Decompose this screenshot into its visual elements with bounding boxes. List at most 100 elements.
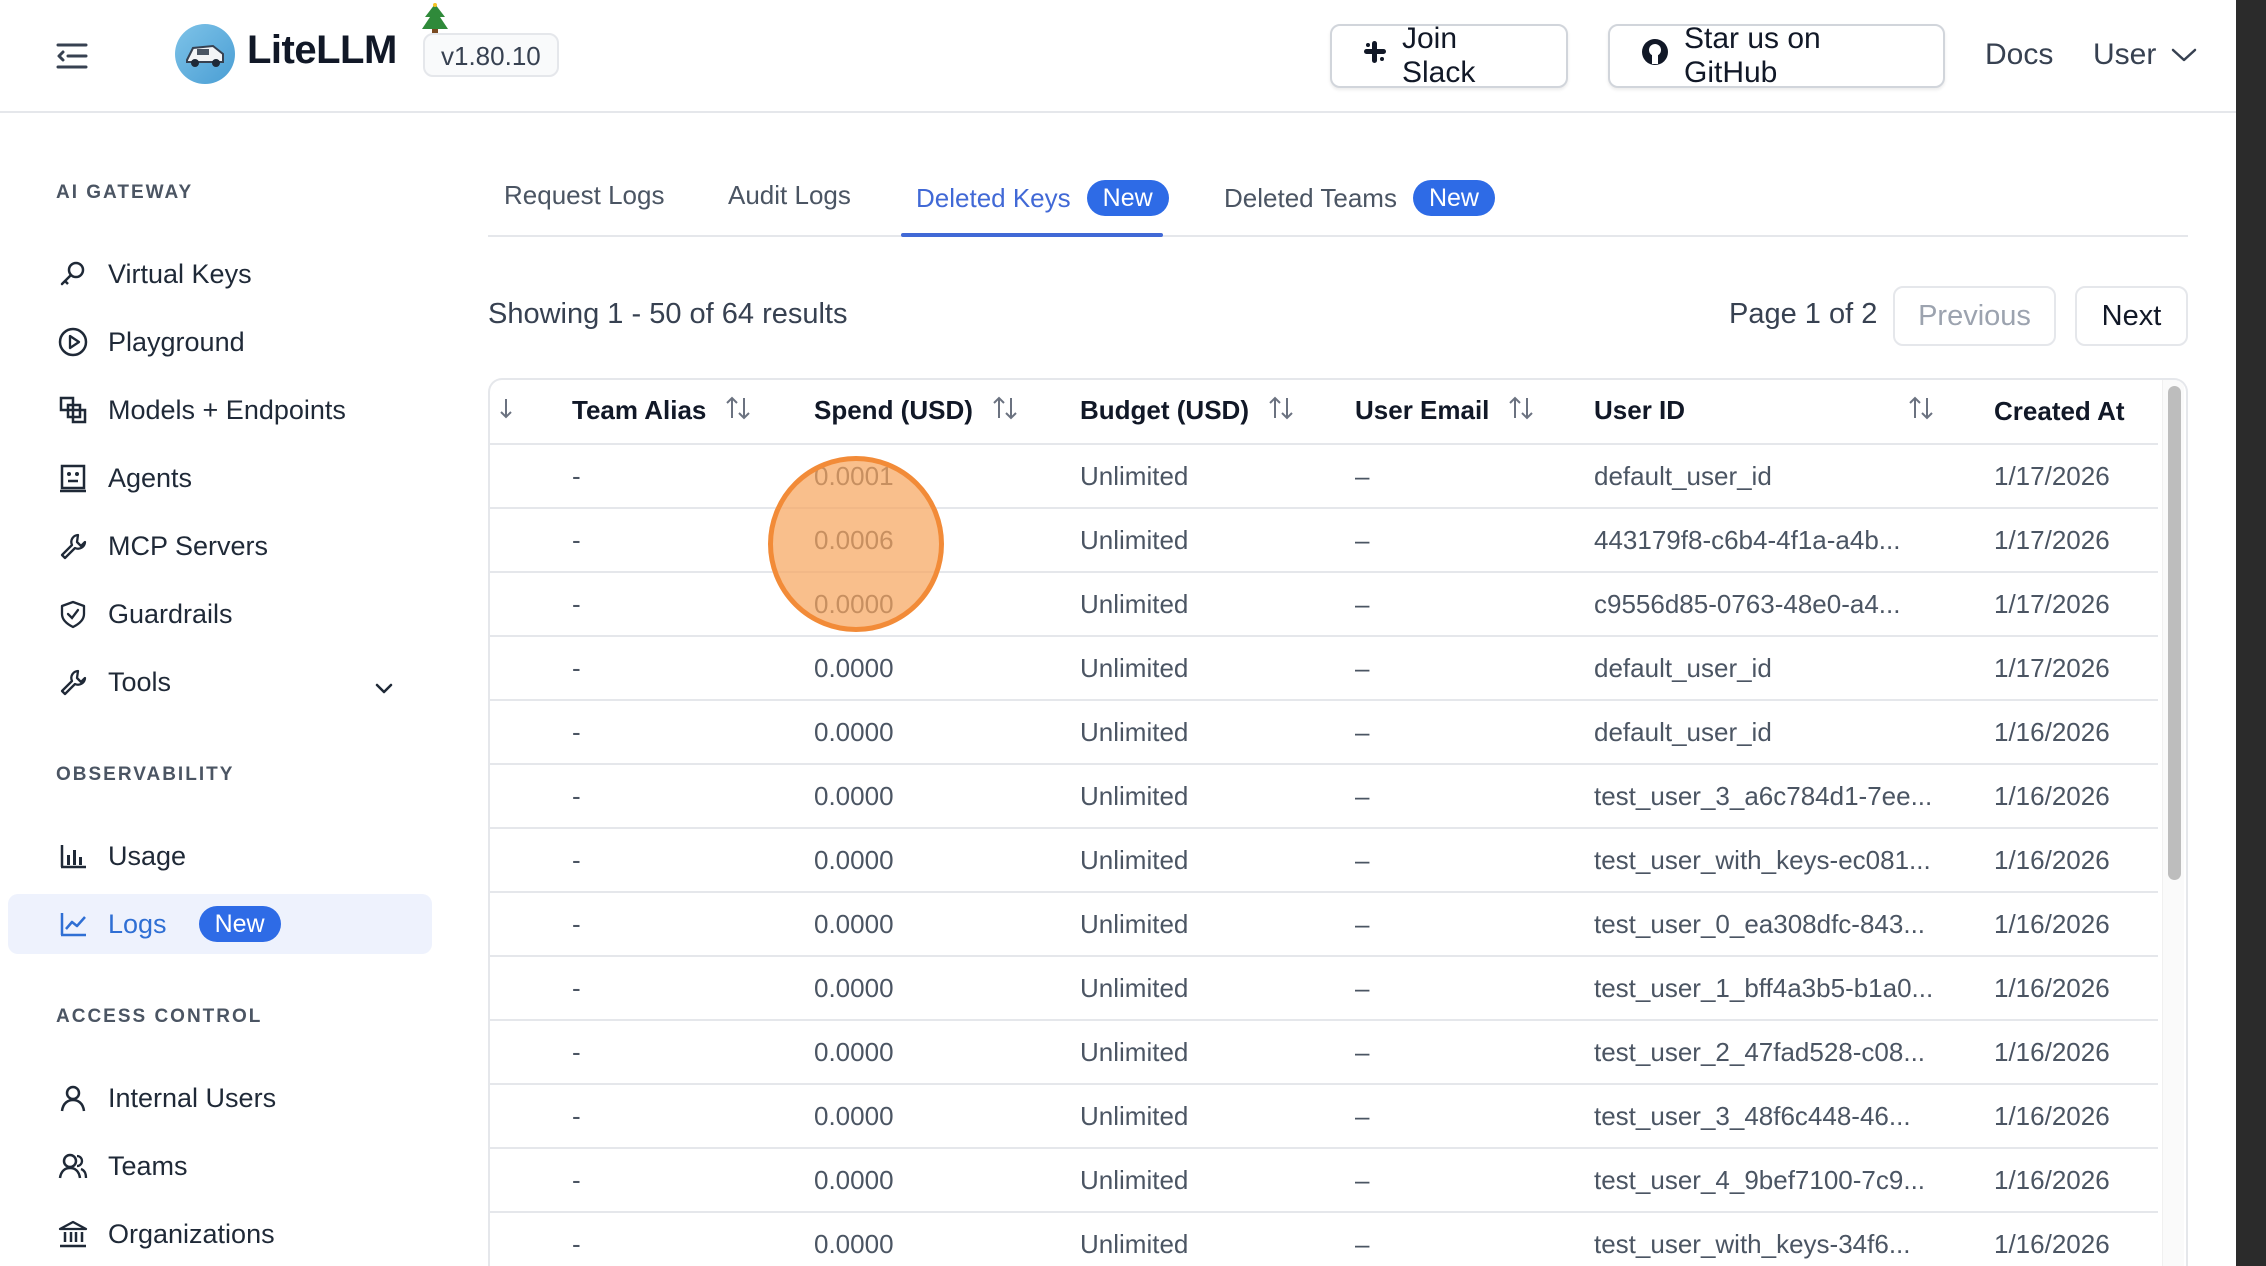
budget-cell: Unlimited bbox=[1080, 571, 1355, 636]
sidebar-item-agents[interactable]: Agents bbox=[8, 448, 432, 508]
user-id-cell: test_user_0_ea308dfc-843... bbox=[1594, 891, 1994, 956]
sidebar-item-internal-users[interactable]: Internal Users bbox=[8, 1068, 432, 1128]
sidebar-item-models-endpoints[interactable]: Models + Endpoints bbox=[8, 380, 432, 440]
created-at-cell: 1/16/2026 bbox=[1994, 1019, 2158, 1084]
spend-cell: 0.0000 bbox=[814, 955, 1080, 1020]
column-header-partial[interactable] bbox=[490, 380, 572, 444]
sidebar-item-tools[interactable]: Tools bbox=[8, 652, 432, 712]
table-row[interactable]: -0.0006Unlimited–443179f8-c6b4-4f1a-a4b.… bbox=[490, 507, 2158, 572]
created-at-cell: 1/16/2026 bbox=[1994, 827, 2158, 892]
tool-icon bbox=[56, 529, 90, 563]
table-row[interactable]: -0.0000Unlimited–c9556d85-0763-48e0-a4..… bbox=[490, 571, 2158, 636]
sort-icon[interactable] bbox=[991, 395, 1019, 428]
sidebar-item-label: Tools bbox=[108, 666, 172, 697]
user-id-cell: c9556d85-0763-48e0-a4... bbox=[1594, 571, 1994, 636]
table-row[interactable]: -0.0000 Unlimited – test_user_3_a6c784d1-7e… bbox=[490, 763, 2158, 828]
sort-icon[interactable] bbox=[1267, 395, 1295, 428]
column-header-created-at[interactable]: Created At bbox=[1994, 380, 2158, 444]
sidebar-item-label: Guardrails bbox=[108, 598, 233, 629]
table-row[interactable]: -0.0000 Unlimited – test_user_0_ea308dfc-84… bbox=[490, 891, 2158, 956]
spend-cell: 0.0000 bbox=[814, 635, 1080, 700]
collapse-sidebar-icon[interactable] bbox=[54, 40, 90, 72]
table-row[interactable]: -0.0000 Unlimited – test_user_1_bff4a3b5-b1… bbox=[490, 955, 2158, 1020]
sort-icon[interactable] bbox=[724, 395, 752, 428]
table-row[interactable]: -0.0000 Unlimited – test_user_with_keys-ec0… bbox=[490, 827, 2158, 892]
user-menu[interactable]: User bbox=[2093, 38, 2198, 72]
column-header-budget[interactable]: Budget (USD) bbox=[1080, 380, 1355, 444]
table-row[interactable]: -0.0000 Unlimited – test_user_2_47fad528-c0… bbox=[490, 1019, 2158, 1084]
section-title-ai-gateway: AI GATEWAY bbox=[56, 182, 194, 203]
spend-cell: 0.0000 bbox=[814, 827, 1080, 892]
tab-deleted-keys[interactable]: Deleted Keys New bbox=[916, 180, 1169, 216]
tab-deleted-teams[interactable]: Deleted Teams New bbox=[1224, 180, 1495, 216]
next-page-button[interactable]: Next bbox=[2075, 286, 2188, 346]
row-edge-cell bbox=[490, 635, 572, 700]
sort-icon[interactable] bbox=[1907, 395, 1935, 428]
sidebar-item-guardrails[interactable]: Guardrails bbox=[8, 584, 432, 644]
team-alias-cell: - bbox=[572, 571, 814, 636]
table-row[interactable]: -0.0000 Unlimited – default_user_id 1/16/202… bbox=[490, 699, 2158, 764]
star-github-button[interactable]: Star us on GitHub bbox=[1608, 22, 1945, 89]
tab-audit-logs[interactable]: Audit Logs bbox=[728, 180, 851, 211]
table-row[interactable]: -0.0000 Unlimited – test_user_3_48f6c448-46… bbox=[490, 1083, 2158, 1148]
team-alias-cell: - bbox=[572, 1019, 814, 1084]
budget-cell: Unlimited bbox=[1080, 699, 1355, 764]
team-alias-cell: - bbox=[572, 443, 814, 508]
tab-request-logs[interactable]: Request Logs bbox=[504, 180, 664, 211]
user-email-cell: – bbox=[1355, 571, 1594, 636]
sidebar-item-label: Usage bbox=[108, 840, 187, 871]
join-slack-button[interactable]: Join Slack bbox=[1330, 22, 1568, 89]
previous-page-button[interactable]: Previous bbox=[1893, 286, 2056, 346]
column-header-user-email[interactable]: User Email bbox=[1355, 380, 1594, 444]
user-email-cell: – bbox=[1355, 763, 1594, 828]
team-alias-cell: - bbox=[572, 1211, 814, 1266]
sidebar-item-virtual-keys[interactable]: Virtual Keys bbox=[8, 244, 432, 304]
created-at-cell: 1/17/2026 bbox=[1994, 635, 2158, 700]
sidebar-item-organizations[interactable]: Organizations bbox=[8, 1204, 432, 1264]
click-indicator bbox=[768, 456, 944, 632]
user-menu-label: User bbox=[2093, 38, 2157, 71]
team-alias-cell: - bbox=[572, 1147, 814, 1212]
table-row[interactable]: -0.0000 Unlimited – default_user_id 1/17/202… bbox=[490, 635, 2158, 700]
budget-cell: Unlimited bbox=[1080, 507, 1355, 572]
logs-tabs: Request Logs Audit Logs Deleted Keys New… bbox=[488, 160, 2188, 237]
column-header-team-alias[interactable]: Team Alias bbox=[572, 380, 814, 444]
column-header-spend[interactable]: Spend (USD) bbox=[814, 380, 1080, 444]
sidebar-item-playground[interactable]: Playground bbox=[8, 312, 432, 372]
sidebar-item-label: Organizations bbox=[108, 1218, 275, 1249]
row-edge-cell bbox=[490, 699, 572, 764]
table-row[interactable]: -0.0000 Unlimited – test_user_with_keys-34f… bbox=[490, 1211, 2158, 1266]
sidebar-item-logs[interactable]: Logs New bbox=[8, 894, 432, 954]
sort-icon[interactable] bbox=[498, 397, 514, 427]
chevron-down-icon bbox=[2170, 38, 2198, 72]
user-email-cell: – bbox=[1355, 1083, 1594, 1148]
deleted-keys-table: Team Alias Spend (USD) Budget (USD) User… bbox=[488, 378, 2188, 1266]
created-at-cell: 1/17/2026 bbox=[1994, 443, 2158, 508]
spend-cell: 0.0000 bbox=[814, 891, 1080, 956]
sort-icon[interactable] bbox=[1507, 395, 1535, 428]
docs-link[interactable]: Docs bbox=[1985, 38, 2054, 71]
tab-label: Deleted Teams bbox=[1224, 182, 1397, 213]
user-id-cell: default_user_id bbox=[1594, 443, 1994, 508]
table-row[interactable]: -0.0000 Unlimited – test_user_4_9bef7100-7c… bbox=[490, 1147, 2158, 1212]
user-email-cell: – bbox=[1355, 955, 1594, 1020]
chevron-down-icon[interactable] bbox=[374, 672, 394, 703]
table-body: -0.0001Unlimited–default_user_id1/17/202… bbox=[490, 443, 2158, 1266]
column-header-user-id[interactable]: User ID bbox=[1594, 380, 1994, 444]
sidebar-item-mcp-servers[interactable]: MCP Servers bbox=[8, 516, 432, 576]
user-email-cell: – bbox=[1355, 635, 1594, 700]
table-scrollbar[interactable] bbox=[2162, 380, 2184, 1266]
created-at-cell: 1/16/2026 bbox=[1994, 763, 2158, 828]
table-row[interactable]: -0.0001Unlimited–default_user_id1/17/202… bbox=[490, 443, 2158, 508]
row-edge-cell bbox=[490, 1019, 572, 1084]
column-header-label: Budget (USD) bbox=[1080, 394, 1249, 425]
sidebar-item-label: Virtual Keys bbox=[108, 258, 252, 289]
user-email-cell: – bbox=[1355, 443, 1594, 508]
scrollbar-thumb[interactable] bbox=[2168, 386, 2181, 880]
created-at-cell: 1/16/2026 bbox=[1994, 891, 2158, 956]
tab-label: Deleted Keys bbox=[916, 182, 1071, 213]
sidebar-item-usage[interactable]: Usage bbox=[8, 826, 432, 886]
results-summary: Showing 1 - 50 of 64 results bbox=[488, 298, 848, 330]
sidebar-item-teams[interactable]: Teams bbox=[8, 1136, 432, 1196]
user-email-cell: – bbox=[1355, 827, 1594, 892]
